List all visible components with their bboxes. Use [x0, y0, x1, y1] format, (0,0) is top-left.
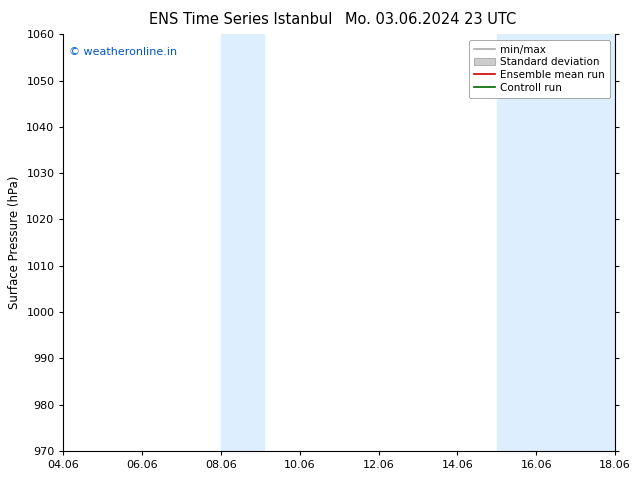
Bar: [497, 34, 615, 451]
Text: © weatheronline.in: © weatheronline.in: [69, 47, 177, 57]
Bar: [221, 34, 264, 451]
Text: ENS Time Series Istanbul: ENS Time Series Istanbul: [149, 12, 333, 27]
Y-axis label: Surface Pressure (hPa): Surface Pressure (hPa): [8, 176, 21, 309]
Legend: min/max, Standard deviation, Ensemble mean run, Controll run: min/max, Standard deviation, Ensemble me…: [469, 40, 610, 98]
Text: Mo. 03.06.2024 23 UTC: Mo. 03.06.2024 23 UTC: [346, 12, 517, 27]
